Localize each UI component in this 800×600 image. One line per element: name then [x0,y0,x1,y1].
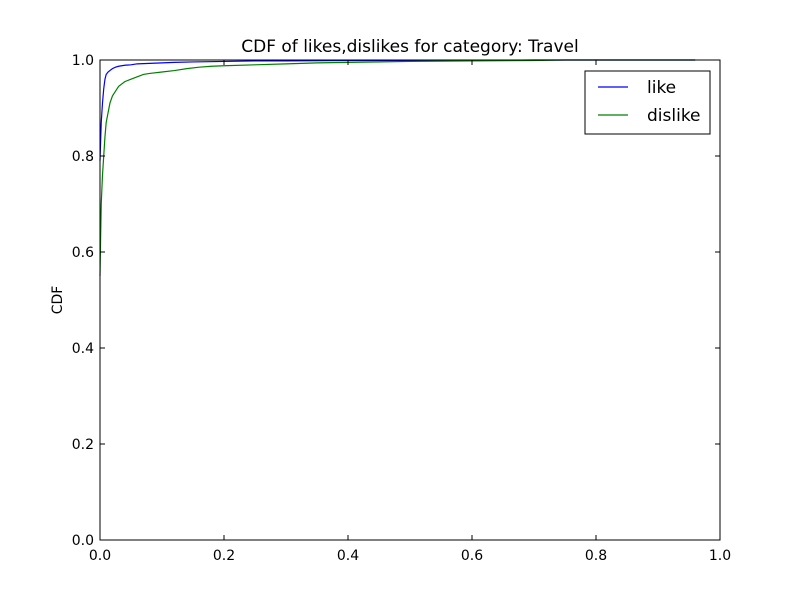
y-tick-label: 0.6 [72,245,94,261]
legend-label-dislike: dislike [647,106,701,126]
series-line-dislike [99,59,696,277]
y-tick-label: 1.0 [72,53,94,69]
tick-layer: 0.0 0.2 0.4 0.6 0.8 1.0 0.0 0.2 0.4 0.6 0.8 1.0 [72,53,731,564]
x-tick-label: 0.6 [461,548,483,564]
chart-title: CDF of likes,dislikes for category: Trav… [241,37,578,57]
legend: like dislike [584,70,711,135]
x-tick-label: 1.0 [709,548,731,564]
legend-box [584,70,711,135]
x-tick-label: 0.4 [337,548,359,564]
y-tick-label: 0.0 [72,533,94,549]
x-tick-label: 0.8 [585,548,607,564]
y-tick-label: 0.8 [72,149,94,165]
y-axis-label: CDF [50,286,66,315]
legend-label-like: like [647,78,676,98]
plot-area-frame [99,59,721,541]
x-tick-label: 0.0 [89,548,111,564]
y-tick-label: 0.2 [72,437,94,453]
x-tick-label: 0.2 [213,548,235,564]
y-tick-label: 0.4 [72,341,94,357]
